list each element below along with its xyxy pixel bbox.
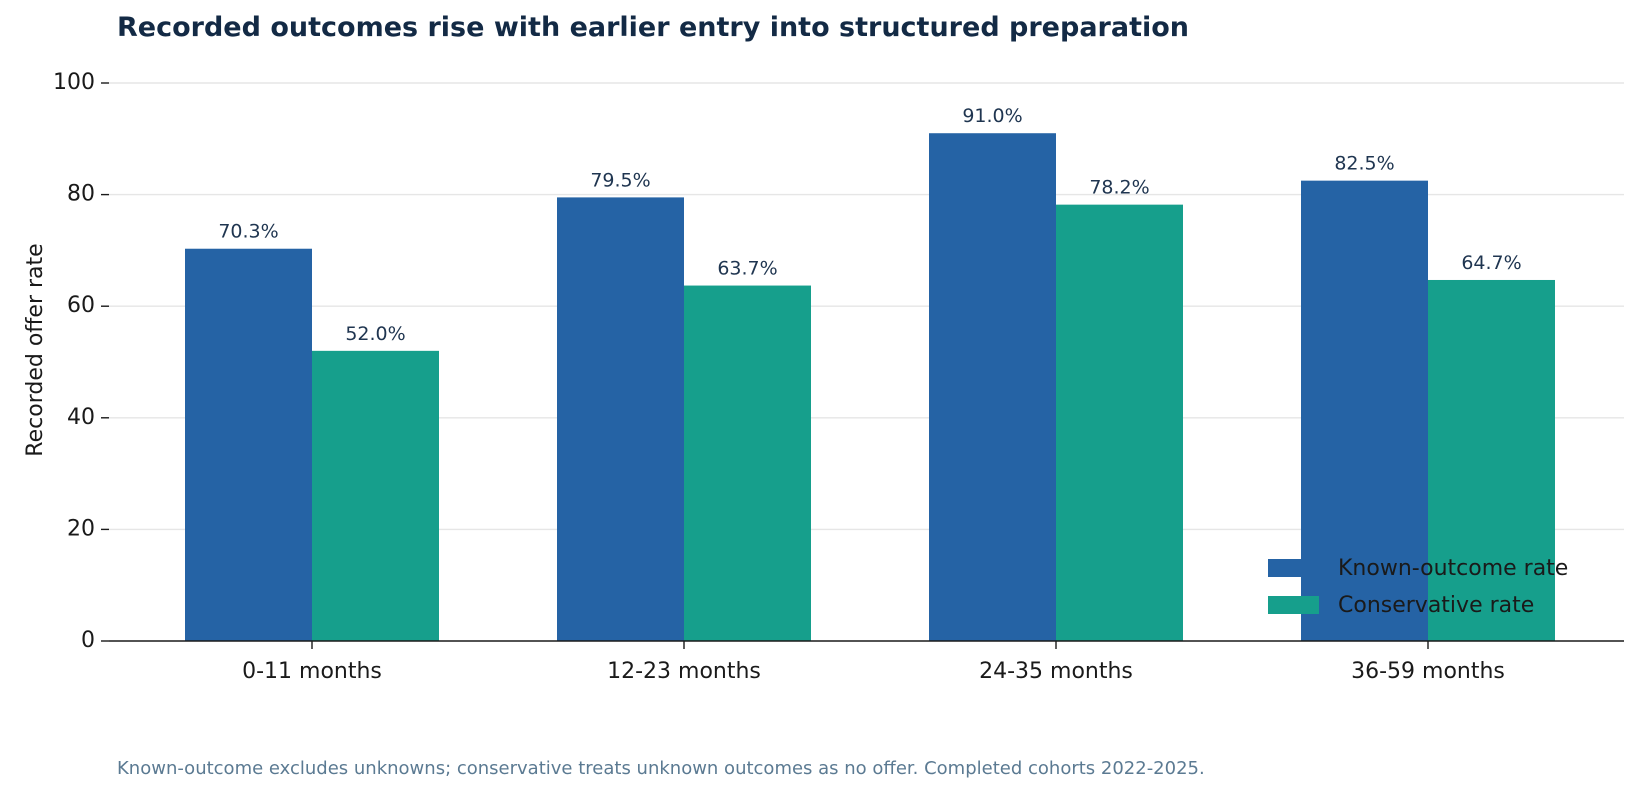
- y-tick-label: 40: [67, 405, 95, 430]
- bar-conservative: [1428, 279, 1555, 641]
- legend: Known-outcome rate Conservative rate: [1268, 556, 1568, 618]
- y-tick-label: 80: [67, 182, 95, 207]
- chart-title: Recorded outcomes rise with earlier entr…: [117, 12, 1190, 43]
- axes: 0 20 40 60 80 100 0-11 months 12-23 months 24-35…: [53, 70, 1624, 684]
- data-labels: 70.3% 79.5% 91.0% 82.5% 52.0% 63.7% 78.2% 64.7%: [218, 105, 1521, 345]
- y-axis-label: Recorded offer rate: [23, 243, 48, 456]
- bar-known-outcome: [929, 133, 1056, 641]
- bar-known-outcome: [1301, 180, 1428, 641]
- data-label: 82.5%: [1334, 153, 1394, 175]
- x-tick-label: 12-23 months: [607, 659, 761, 684]
- x-tick-label: 0-11 months: [242, 659, 382, 684]
- data-label: 70.3%: [218, 221, 278, 243]
- data-label: 79.5%: [590, 169, 650, 191]
- bar-known-outcome: [185, 248, 312, 641]
- y-tick-label: 20: [67, 516, 95, 541]
- legend-swatch: [1268, 559, 1319, 577]
- y-tick-label: 60: [67, 293, 95, 318]
- legend-swatch: [1268, 596, 1319, 614]
- data-label: 52.0%: [345, 323, 405, 345]
- bar-conservative: [312, 350, 439, 641]
- legend-label: Known-outcome rate: [1338, 556, 1568, 581]
- bar-known-outcome: [557, 197, 684, 641]
- y-tick-label: 0: [81, 628, 95, 653]
- data-label: 63.7%: [717, 258, 777, 280]
- bar-conservative: [684, 285, 811, 641]
- bars: [185, 133, 1555, 642]
- data-label: 78.2%: [1089, 177, 1149, 199]
- data-label: 64.7%: [1461, 252, 1521, 274]
- x-tick-label: 36-59 months: [1351, 659, 1505, 684]
- y-tick-label: 100: [53, 70, 95, 95]
- x-tick-label: 24-35 months: [979, 659, 1133, 684]
- bar-conservative: [1056, 204, 1183, 642]
- data-label: 91.0%: [962, 105, 1022, 127]
- chart-footnote: Known-outcome excludes unknowns; conserv…: [117, 758, 1205, 779]
- legend-label: Conservative rate: [1338, 593, 1534, 618]
